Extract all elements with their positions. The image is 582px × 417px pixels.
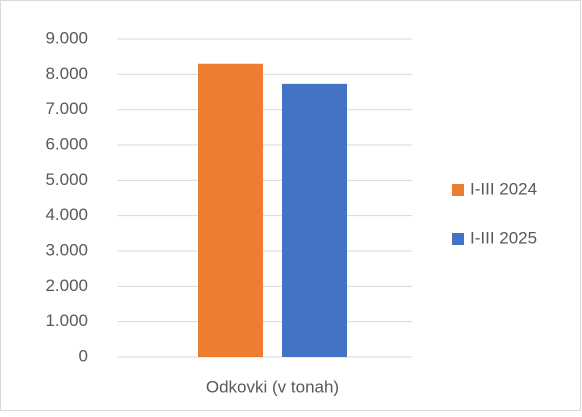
x-tick-label: Odkovki (v tonah) xyxy=(206,377,339,396)
legend-swatch xyxy=(452,233,464,245)
y-tick-label: 2.000 xyxy=(45,276,88,295)
legend-swatch xyxy=(452,184,464,196)
y-tick-label: 5.000 xyxy=(45,170,88,189)
y-tick-label: 4.000 xyxy=(45,205,88,224)
legend-label: I-III 2024 xyxy=(470,179,537,198)
bar xyxy=(198,63,263,357)
legend-label: I-III 2025 xyxy=(470,228,537,247)
y-tick-label: 1.000 xyxy=(45,311,88,330)
bar xyxy=(282,83,347,357)
y-tick-label: 8.000 xyxy=(45,64,88,83)
y-tick-label: 9.000 xyxy=(45,28,88,47)
y-tick-label: 0 xyxy=(79,346,88,365)
y-tick-label: 3.000 xyxy=(45,240,88,259)
y-tick-label: 6.000 xyxy=(45,134,88,153)
y-tick-label: 7.000 xyxy=(45,99,88,118)
